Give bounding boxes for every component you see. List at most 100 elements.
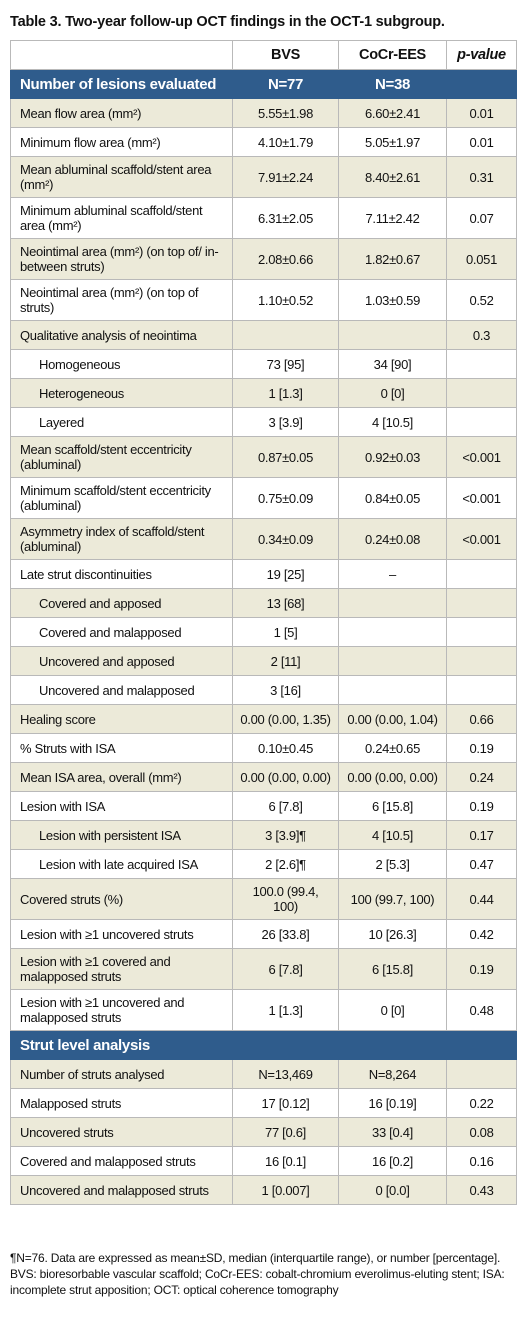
table-row: Uncovered struts 77 [0.6] 33 [0.4] 0.08 <box>10 1117 517 1147</box>
row-label: Lesion with ≥1 uncovered struts <box>10 919 233 949</box>
row-label: Uncovered and apposed <box>10 646 233 676</box>
cell: 0 [0.0] <box>338 1175 447 1205</box>
cell <box>446 675 517 705</box>
cell: 0.00 (0.00, 1.35) <box>232 704 339 734</box>
cell <box>446 407 517 437</box>
cell: 73 [95] <box>232 349 339 379</box>
section-cell <box>446 69 517 99</box>
cell: 0.52 <box>446 279 517 321</box>
cell: 16 [0.1] <box>232 1146 339 1176</box>
row-label: Minimum scaffold/stent eccentricity (abl… <box>10 477 233 519</box>
cell: 3 [3.9] <box>232 407 339 437</box>
cell: N=13,469 <box>232 1059 339 1089</box>
row-label: Mean abluminal scaffold/stent area (mm²) <box>10 156 233 198</box>
row-label: Mean scaffold/stent eccentricity (ablumi… <box>10 436 233 478</box>
table-row: Covered and malapposed 1 [5] <box>10 617 517 647</box>
cell: 0 [0] <box>338 989 447 1031</box>
table-row: Uncovered and malapposed 3 [16] <box>10 675 517 705</box>
table-row: Late strut discontinuities 19 [25] – <box>10 559 517 589</box>
row-label: Covered and malapposed <box>10 617 233 647</box>
cell: 0.051 <box>446 238 517 280</box>
table-row: Layered 3 [3.9] 4 [10.5] <box>10 407 517 437</box>
table-row: Minimum abluminal scaffold/stent area (m… <box>10 197 517 239</box>
cell: N=8,264 <box>338 1059 447 1089</box>
cell: 2.08±0.66 <box>232 238 339 280</box>
row-label: Layered <box>10 407 233 437</box>
section-cell: N=38 <box>338 69 447 99</box>
row-label: Neointimal area (mm²) (on top of/ in-bet… <box>10 238 233 280</box>
cell: 0.00 (0.00, 1.04) <box>338 704 447 734</box>
cell: 0.08 <box>446 1117 517 1147</box>
cell: 100 (99.7, 100) <box>338 878 447 920</box>
section-row: Strut level analysis <box>10 1030 517 1060</box>
cell: <0.001 <box>446 518 517 560</box>
row-label: Malapposed struts <box>10 1088 233 1118</box>
row-label: Number of struts analysed <box>10 1059 233 1089</box>
cell <box>446 559 517 589</box>
cell: 0.00 (0.00, 0.00) <box>338 762 447 792</box>
cell: 16 [0.2] <box>338 1146 447 1176</box>
cell: 1.82±0.67 <box>338 238 447 280</box>
table-row: Covered and malapposed struts 16 [0.1] 16 … <box>10 1146 517 1176</box>
cell: 2 [11] <box>232 646 339 676</box>
table-row: Qualitative analysis of neointima 0.3 <box>10 320 517 350</box>
cell <box>446 588 517 618</box>
cell: 0.01 <box>446 127 517 157</box>
table-row: Covered and apposed 13 [68] <box>10 588 517 618</box>
cell <box>446 1059 517 1089</box>
cell <box>338 320 447 350</box>
cell: 26 [33.8] <box>232 919 339 949</box>
cell: 0.48 <box>446 989 517 1031</box>
header-cell <box>10 40 233 70</box>
cell: 4 [10.5] <box>338 407 447 437</box>
cell: 0.75±0.09 <box>232 477 339 519</box>
table-row: Covered struts (%) 100.0 (99.4, 100) 100 (… <box>10 878 517 920</box>
row-label: Minimum abluminal scaffold/stent area (m… <box>10 197 233 239</box>
cell: 0.16 <box>446 1146 517 1176</box>
header-cell: BVS <box>232 40 339 70</box>
cell: – <box>338 559 447 589</box>
row-label: Lesion with late acquired ISA <box>10 849 233 879</box>
cell: 3 [16] <box>232 675 339 705</box>
cell: 0.84±0.05 <box>338 477 447 519</box>
row-label: Uncovered and malapposed struts <box>10 1175 233 1205</box>
cell: 0.44 <box>446 878 517 920</box>
cell: 1 [1.3] <box>232 989 339 1031</box>
cell: 0.17 <box>446 820 517 850</box>
cell <box>232 320 339 350</box>
cell: 19 [25] <box>232 559 339 589</box>
cell: 6 [7.8] <box>232 948 339 990</box>
cell: 7.91±2.24 <box>232 156 339 198</box>
cell <box>446 646 517 676</box>
table-row: Heterogeneous 1 [1.3] 0 [0] <box>10 378 517 408</box>
row-label: Mean ISA area, overall (mm²) <box>10 762 233 792</box>
cell: 0 [0] <box>338 378 447 408</box>
cell: 6 [15.8] <box>338 948 447 990</box>
cell: 7.11±2.42 <box>338 197 447 239</box>
row-label: Minimum flow area (mm²) <box>10 127 233 157</box>
row-label: Uncovered struts <box>10 1117 233 1147</box>
table-row: Lesion with ≥1 uncovered and malapposed … <box>10 989 517 1031</box>
cell <box>446 349 517 379</box>
table-row: Mean ISA area, overall (mm²) 0.00 (0.00, … <box>10 762 517 792</box>
cell: 0.92±0.03 <box>338 436 447 478</box>
cell: 17 [0.12] <box>232 1088 339 1118</box>
row-label: Covered struts (%) <box>10 878 233 920</box>
cell: 0.01 <box>446 98 517 128</box>
table: BVS CoCr-EES p-value Number of lesions e… <box>10 40 517 1205</box>
cell: 2 [2.6]¶ <box>232 849 339 879</box>
header-cell: p-value <box>446 40 517 70</box>
cell: 13 [68] <box>232 588 339 618</box>
cell: 0.43 <box>446 1175 517 1205</box>
cell: 0.24±0.65 <box>338 733 447 763</box>
row-label: % Struts with ISA <box>10 733 233 763</box>
cell: 2 [5.3] <box>338 849 447 879</box>
row-label: Healing score <box>10 704 233 734</box>
table-row: Uncovered and apposed 2 [11] <box>10 646 517 676</box>
cell <box>446 378 517 408</box>
table-row: Neointimal area (mm²) (on top of/ in-bet… <box>10 238 517 280</box>
row-label: Qualitative analysis of neointima <box>10 320 233 350</box>
table-row: Lesion with late acquired ISA 2 [2.6]¶ 2 [… <box>10 849 517 879</box>
cell: 0.07 <box>446 197 517 239</box>
